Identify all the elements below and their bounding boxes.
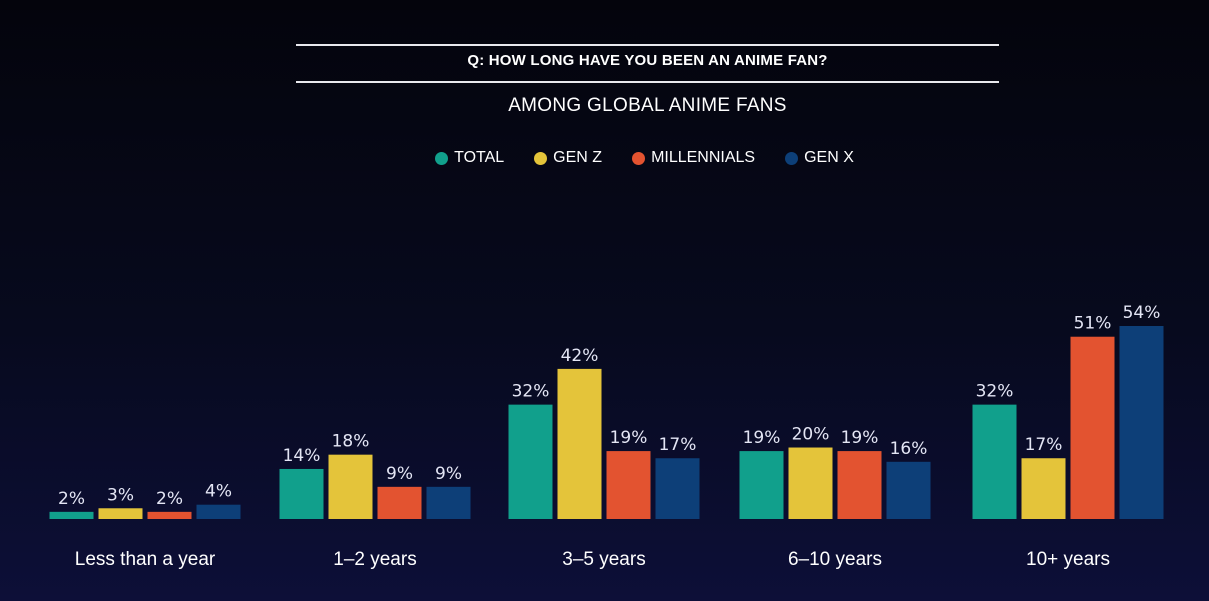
legend-label-gen-z: GEN Z (553, 149, 603, 166)
value-label-1-2-years-total: 14% (283, 446, 321, 466)
value-label-3-5-years-total: 32% (512, 382, 550, 402)
chart-question-title: Q: HOW LONG HAVE YOU BEEN AN ANIME FAN? (467, 52, 828, 69)
legend-swatch-gen-x (785, 151, 799, 165)
value-label-less-than-a-year-gen-x: 4% (205, 482, 232, 502)
bar-1-2-years-millennials (377, 486, 422, 519)
legend-item-millennials: MILLENNIALS (632, 149, 755, 167)
value-label-1-2-years-gen-z: 18% (332, 432, 370, 452)
value-label-6-10-years-millennials: 19% (841, 428, 879, 448)
bar-6-10-years-gen-z (788, 447, 833, 519)
legend-swatch-gen-z (534, 151, 548, 165)
bar-less-than-a-year-millennials (147, 511, 192, 519)
bar-3-5-years-total (508, 404, 553, 519)
bar-less-than-a-year-gen-z (98, 508, 143, 519)
title-rule-bottom (296, 81, 999, 83)
bar-10-years-total (972, 404, 1017, 519)
legend-item-gen-x: GEN X (785, 149, 854, 167)
category-label-3-5-years: 3–5 years (562, 549, 645, 570)
category-label-1-2-years: 1–2 years (333, 549, 416, 570)
bar-less-than-a-year-gen-x (196, 504, 241, 519)
bar-3-5-years-gen-z (557, 368, 602, 519)
bar-1-2-years-gen-x (426, 486, 471, 519)
value-label-3-5-years-millennials: 19% (610, 428, 648, 448)
value-label-less-than-a-year-total: 2% (58, 489, 85, 509)
legend-swatch-total (435, 151, 449, 165)
title-rule-top (296, 44, 999, 46)
bar-3-5-years-gen-x (655, 458, 700, 519)
category-label-less-than-a-year: Less than a year (75, 549, 216, 570)
value-label-10-years-gen-z: 17% (1025, 435, 1063, 455)
bar-6-10-years-total (739, 451, 784, 519)
legend-label-gen-x: GEN X (804, 149, 854, 166)
value-label-10-years-gen-x: 54% (1123, 303, 1161, 323)
legend-swatch-millennials (632, 151, 646, 165)
bar-3-5-years-millennials (606, 451, 651, 519)
bar-6-10-years-gen-x (886, 461, 931, 519)
legend-label-millennials: MILLENNIALS (651, 149, 756, 166)
value-label-10-years-millennials: 51% (1074, 314, 1112, 334)
bar-10-years-millennials (1070, 336, 1115, 519)
bar-10-years-gen-x (1119, 326, 1164, 519)
legend-item-gen-z: GEN Z (534, 149, 602, 167)
value-label-6-10-years-gen-x: 16% (890, 439, 928, 459)
value-label-1-2-years-millennials: 9% (386, 464, 413, 484)
legend-item-total: TOTAL (435, 149, 504, 167)
value-label-3-5-years-gen-z: 42% (561, 346, 599, 366)
value-label-6-10-years-total: 19% (743, 428, 781, 448)
bar-6-10-years-millennials (837, 451, 882, 519)
bar-less-than-a-year-total (49, 511, 94, 519)
bar-10-years-gen-z (1021, 458, 1066, 519)
value-label-3-5-years-gen-x: 17% (659, 435, 697, 455)
value-label-less-than-a-year-millennials: 2% (156, 489, 183, 509)
legend-label-total: TOTAL (454, 149, 505, 166)
value-label-6-10-years-gen-z: 20% (792, 425, 830, 445)
bar-1-2-years-total (279, 468, 324, 519)
chart-subtitle: AMONG GLOBAL ANIME FANS (508, 95, 787, 116)
value-label-10-years-total: 32% (976, 382, 1014, 402)
chart-legend: TOTAL GEN Z MILLENNIALS GEN X (0, 149, 1209, 167)
category-label-6-10-years: 6–10 years (788, 549, 882, 570)
category-label-10-years: 10+ years (1026, 549, 1110, 570)
value-label-less-than-a-year-gen-z: 3% (107, 485, 134, 505)
bar-1-2-years-gen-z (328, 454, 373, 519)
value-label-1-2-years-gen-x: 9% (435, 464, 462, 484)
